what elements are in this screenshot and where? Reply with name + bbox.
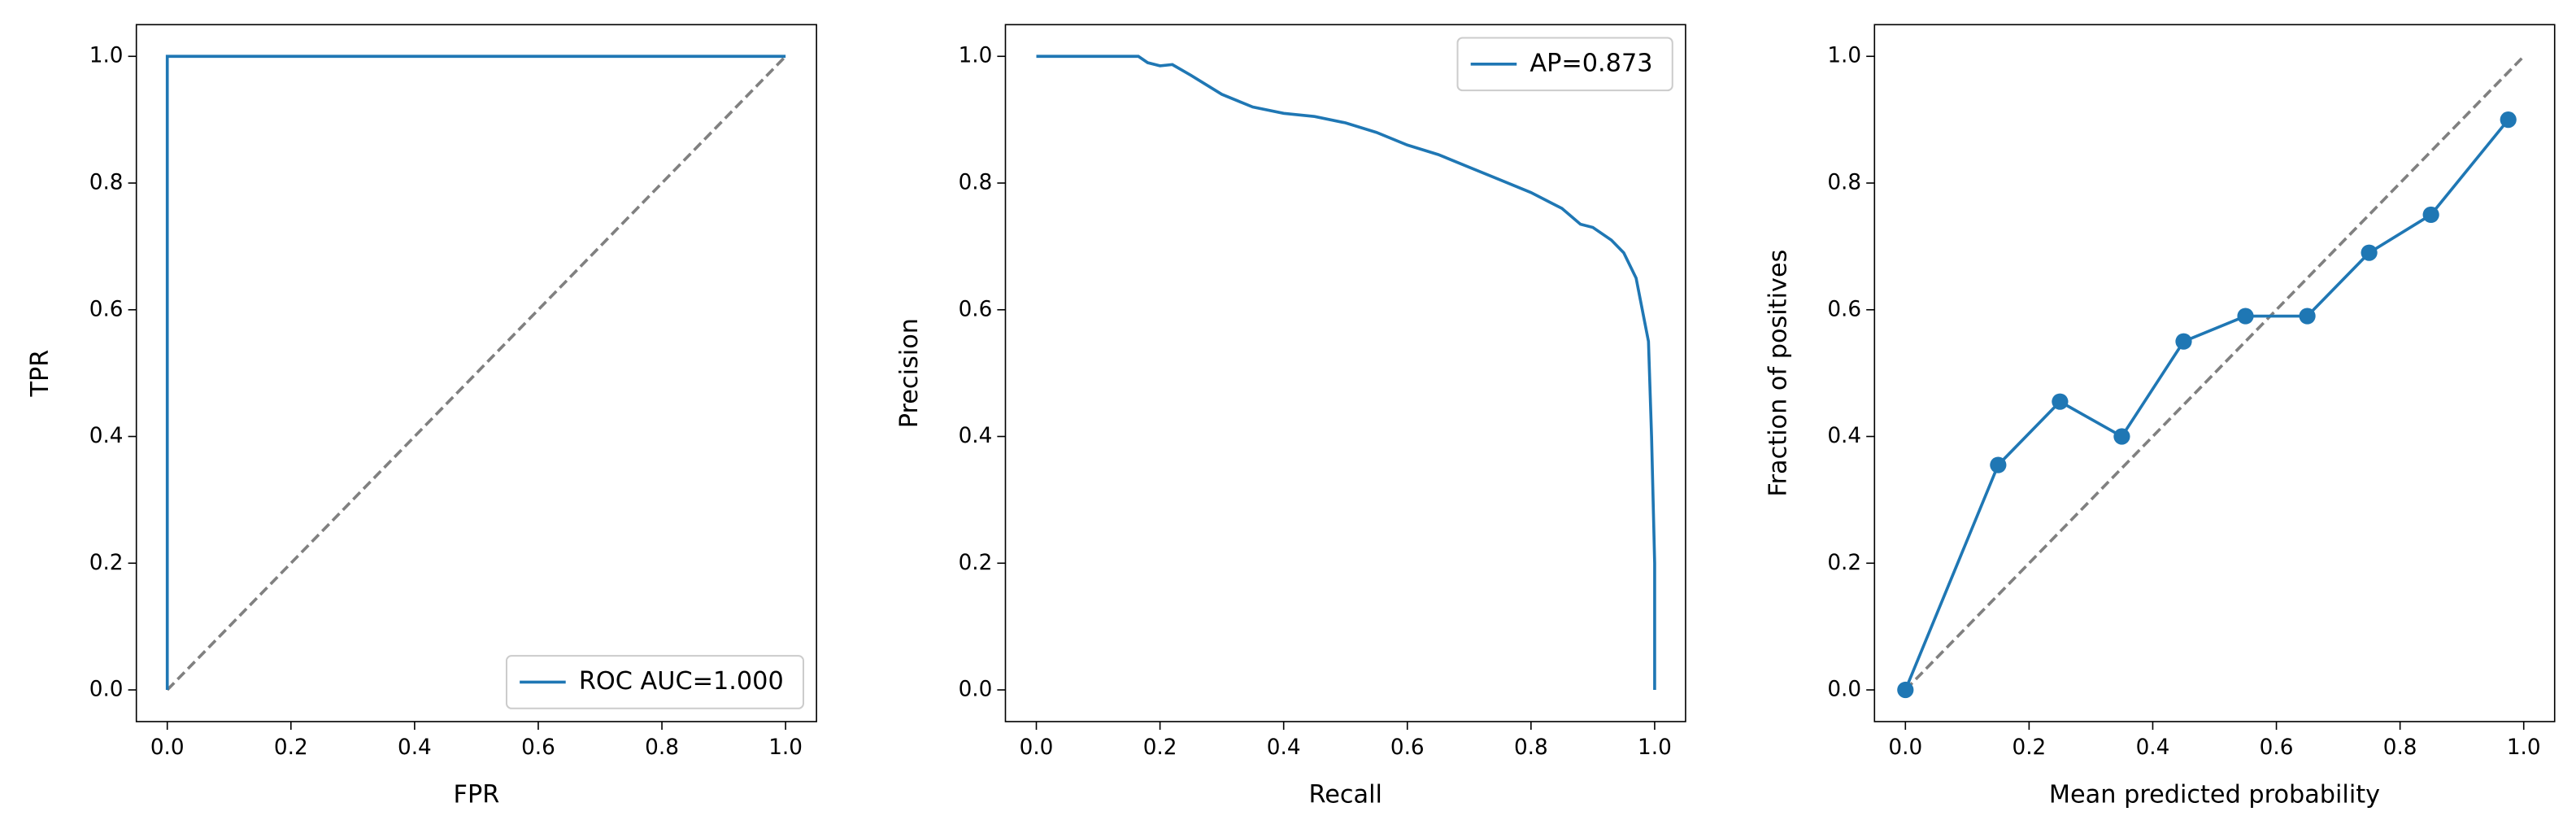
x-tick-label: 0.4 [2136, 735, 2170, 760]
marker [2500, 111, 2517, 129]
axes-frame [135, 24, 817, 722]
line [1036, 55, 1656, 691]
y-tick-label: 0.8 [1827, 171, 1861, 195]
y-tick-label: 0.4 [89, 424, 124, 448]
x-axis-label: FPR [454, 780, 500, 809]
marker [2052, 393, 2069, 410]
x-tick-label: 1.0 [1638, 735, 1672, 760]
legend: ROC AUC=1.000 [505, 655, 804, 709]
y-axis-label: Fraction of positives [1764, 250, 1793, 497]
marker [2422, 206, 2439, 224]
marker [1897, 681, 1914, 699]
subplot: 0.0 0.2 0.4 0.6 0.8 1.0 0.0 0.2 0.4 0.6 0.8 1.0 FPR T… [26, 24, 817, 809]
marker [2113, 428, 2130, 445]
axes-frame [1873, 24, 2556, 722]
y-tick-label: 0.0 [1827, 678, 1861, 702]
y-tick-label: 0.4 [959, 424, 993, 448]
x-tick-label: 1.0 [768, 735, 803, 760]
y-tick-label: 0.2 [1827, 551, 1861, 575]
subplot: 0.0 0.2 0.4 0.6 0.8 1.0 0.0 0.2 0.4 0.6 0.8 1.0 Reca… [895, 24, 1686, 809]
y-tick-label: 0.6 [1827, 297, 1861, 321]
x-tick-label: 0.6 [2260, 735, 2294, 760]
marker [1990, 456, 2007, 473]
axes-frame [1004, 24, 1686, 722]
y-tick-label: 1.0 [89, 44, 124, 68]
legend: AP=0.873 [1456, 37, 1673, 92]
x-tick-label: 0.0 [1888, 735, 1922, 760]
x-tick-label: 0.6 [521, 735, 555, 760]
x-tick-label: 0.4 [398, 735, 432, 760]
legend-label: ROC AUC=1.000 [579, 667, 784, 696]
x-tick-label: 0.8 [2383, 735, 2417, 760]
x-tick-label: 0.4 [1267, 735, 1301, 760]
line [165, 55, 786, 691]
x-tick-label: 0.0 [150, 735, 185, 760]
y-tick-label: 0.6 [89, 297, 124, 321]
y-tick-label: 0.0 [89, 678, 124, 702]
line [1904, 118, 2510, 691]
reference-line [1904, 55, 2526, 692]
y-tick-label: 1.0 [1827, 44, 1861, 68]
y-axis-label: Precision [895, 318, 924, 428]
y-tick-label: 0.8 [959, 171, 993, 195]
marker [2299, 308, 2316, 325]
y-tick-label: 0.0 [959, 678, 993, 702]
x-tick-label: 1.0 [2507, 735, 2541, 760]
reference-line [166, 55, 787, 692]
y-tick-label: 0.8 [89, 171, 124, 195]
x-tick-label: 0.6 [1390, 735, 1425, 760]
x-axis-label: Recall [1309, 780, 1382, 809]
x-tick-label: 0.2 [1143, 735, 1177, 760]
y-tick-label: 0.6 [959, 297, 993, 321]
legend-box [505, 655, 804, 709]
y-tick-label: 0.2 [89, 551, 124, 575]
y-tick-label: 0.2 [959, 551, 993, 575]
x-tick-label: 0.2 [274, 735, 308, 760]
marker [2361, 244, 2378, 261]
y-tick-label: 0.4 [1827, 424, 1861, 448]
y-tick-label: 1.0 [959, 44, 993, 68]
x-tick-label: 0.8 [1514, 735, 1548, 760]
x-tick-label: 0.8 [645, 735, 679, 760]
x-axis-label: Mean predicted probability [2049, 780, 2380, 809]
x-tick-label: 0.2 [2012, 735, 2047, 760]
legend-label: AP=0.873 [1530, 49, 1652, 77]
legend-box [1456, 37, 1673, 92]
y-axis-label: TPR [26, 350, 54, 398]
x-tick-label: 0.0 [1020, 735, 1054, 760]
subplot: 0.0 0.2 0.4 0.6 0.8 1.0 0.0 0.2 0.4 0.6 0.8 1.0 Mean… [1764, 24, 2556, 809]
marker [2175, 333, 2192, 350]
marker [2237, 308, 2254, 325]
